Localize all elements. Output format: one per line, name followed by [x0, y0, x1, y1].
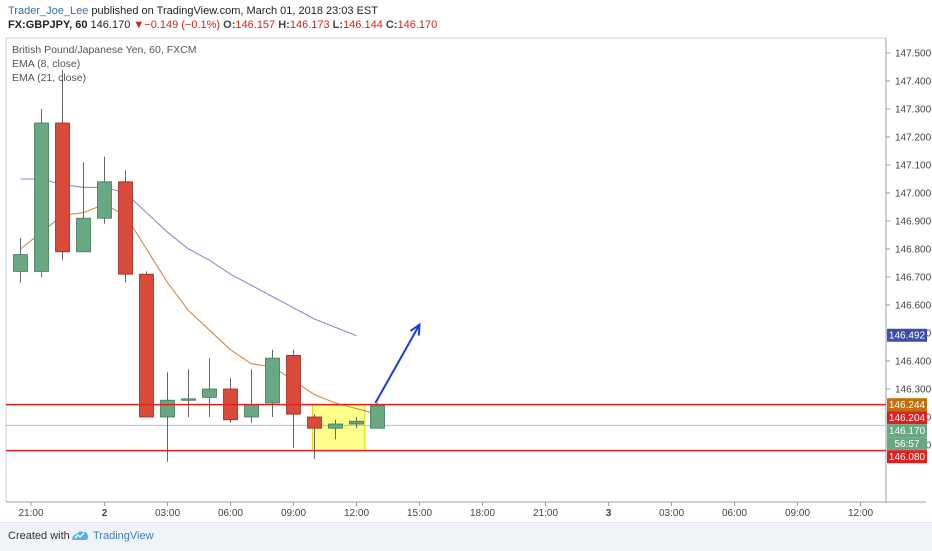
legend-ema-slow[interactable]: EMA (21, close)	[12, 72, 87, 84]
x-tick-label: 03:00	[659, 508, 684, 519]
x-tick-label: 15:00	[407, 508, 432, 519]
tradingview-logo-icon[interactable]	[70, 528, 90, 544]
price-label-box	[887, 328, 927, 342]
high-value: 146.173	[289, 19, 330, 31]
price-label-box	[887, 411, 927, 425]
close-label: C:	[385, 19, 398, 31]
price-label-box	[887, 437, 927, 451]
x-tick-label: 09:00	[281, 508, 306, 519]
candle-body	[13, 254, 28, 272]
price-label: 146.492	[889, 331, 926, 342]
candle-body	[55, 122, 70, 253]
plot-area	[5, 37, 887, 503]
candle-body	[202, 388, 217, 398]
candle-body	[328, 423, 343, 429]
y-tick-label: 147.500	[895, 49, 932, 60]
price-label: 146.204	[889, 413, 926, 424]
candle-body	[76, 217, 91, 253]
down-arrow-icon: ▼	[133, 19, 145, 31]
y-tick-label: 146.700	[895, 273, 932, 284]
price-label-box	[887, 450, 927, 464]
legend-ema-fast[interactable]: EMA (8, close)	[12, 58, 81, 70]
low-value: 146.144	[343, 19, 383, 31]
arrow-head-icon	[409, 322, 421, 336]
candle-body	[118, 181, 133, 275]
candle-body	[34, 122, 49, 272]
candle-body	[181, 398, 196, 401]
open-value: 146.157	[235, 19, 276, 31]
author-link[interactable]: Trader_Joe_Lee	[8, 5, 89, 17]
close-value: 146.170	[397, 19, 438, 31]
y-tick-label: 146.400	[895, 357, 932, 368]
candle-body	[307, 416, 322, 429]
x-tick-label: 21:00	[533, 508, 558, 519]
open-label: O:	[223, 19, 236, 31]
x-tick-label: 12:00	[848, 508, 873, 519]
high-label: H:	[278, 19, 290, 31]
candle-body	[139, 273, 154, 418]
price-label: 146.170	[889, 426, 926, 437]
x-tick-label: 12:00	[344, 508, 369, 519]
candle-body	[286, 354, 301, 415]
footer-bar: Created with TradingView	[0, 522, 932, 551]
low-label: L:	[332, 19, 344, 31]
x-tick-label: 18:00	[470, 508, 495, 519]
candle-body	[97, 181, 112, 219]
tradingview-brand-link[interactable]: TradingView	[93, 530, 154, 542]
price-label-box	[887, 398, 927, 412]
candle-body	[370, 405, 385, 429]
price-label: 146.244	[889, 400, 926, 411]
created-with-text: Created with	[8, 530, 70, 542]
y-tick-label: 147.300	[895, 105, 932, 116]
y-tick-label: 146.800	[895, 245, 932, 256]
y-tick-label: 146.600	[895, 301, 932, 312]
price-label-box	[887, 424, 927, 438]
candle-body	[349, 420, 364, 425]
last-price: 146.170	[90, 19, 131, 31]
y-tick-label: 146.900	[895, 217, 932, 228]
x-tick-label: 3	[606, 508, 612, 519]
y-tick-label: 147.000	[895, 189, 932, 200]
quote-line: FX:GBPJPY, 60 146.170 ▼−0.149 (−0.1%) O:…	[8, 19, 437, 31]
x-tick-label: 06:00	[218, 508, 243, 519]
y-tick-label: 147.200	[895, 133, 932, 144]
y-tick-label: 147.400	[895, 77, 932, 88]
legend-title: British Pound/Japanese Yen, 60, FXCM	[12, 44, 197, 56]
x-tick-label: 03:00	[155, 508, 180, 519]
y-tick-label: 147.100	[895, 161, 932, 172]
symbol-label: FX:GBPJPY, 60	[8, 19, 88, 31]
price-label: 56:57	[894, 439, 919, 450]
x-tick-label: 21:00	[18, 508, 43, 519]
publish-line: Trader_Joe_Lee published on TradingView.…	[8, 5, 378, 17]
ema-slow-line	[20, 178, 357, 337]
price-chart[interactable]: 147.500 147.400 147.300 147.200 147.100 147.0…	[0, 0, 932, 522]
y-tick-label: 146.300	[895, 385, 932, 396]
projection-arrow	[374, 324, 421, 404]
x-tick-label: 2	[102, 508, 108, 519]
ema-fast-line	[20, 203, 378, 415]
publish-info: published on TradingView.com, March 01, …	[91, 5, 378, 17]
candle-body	[265, 357, 280, 404]
price-change: −0.149 (−0.1%)	[144, 19, 221, 31]
x-tick-label: 09:00	[785, 508, 810, 519]
x-tick-label: 06:00	[722, 508, 747, 519]
candle-body	[160, 399, 175, 418]
price-label: 146.080	[889, 452, 926, 463]
candle-body	[244, 403, 259, 418]
